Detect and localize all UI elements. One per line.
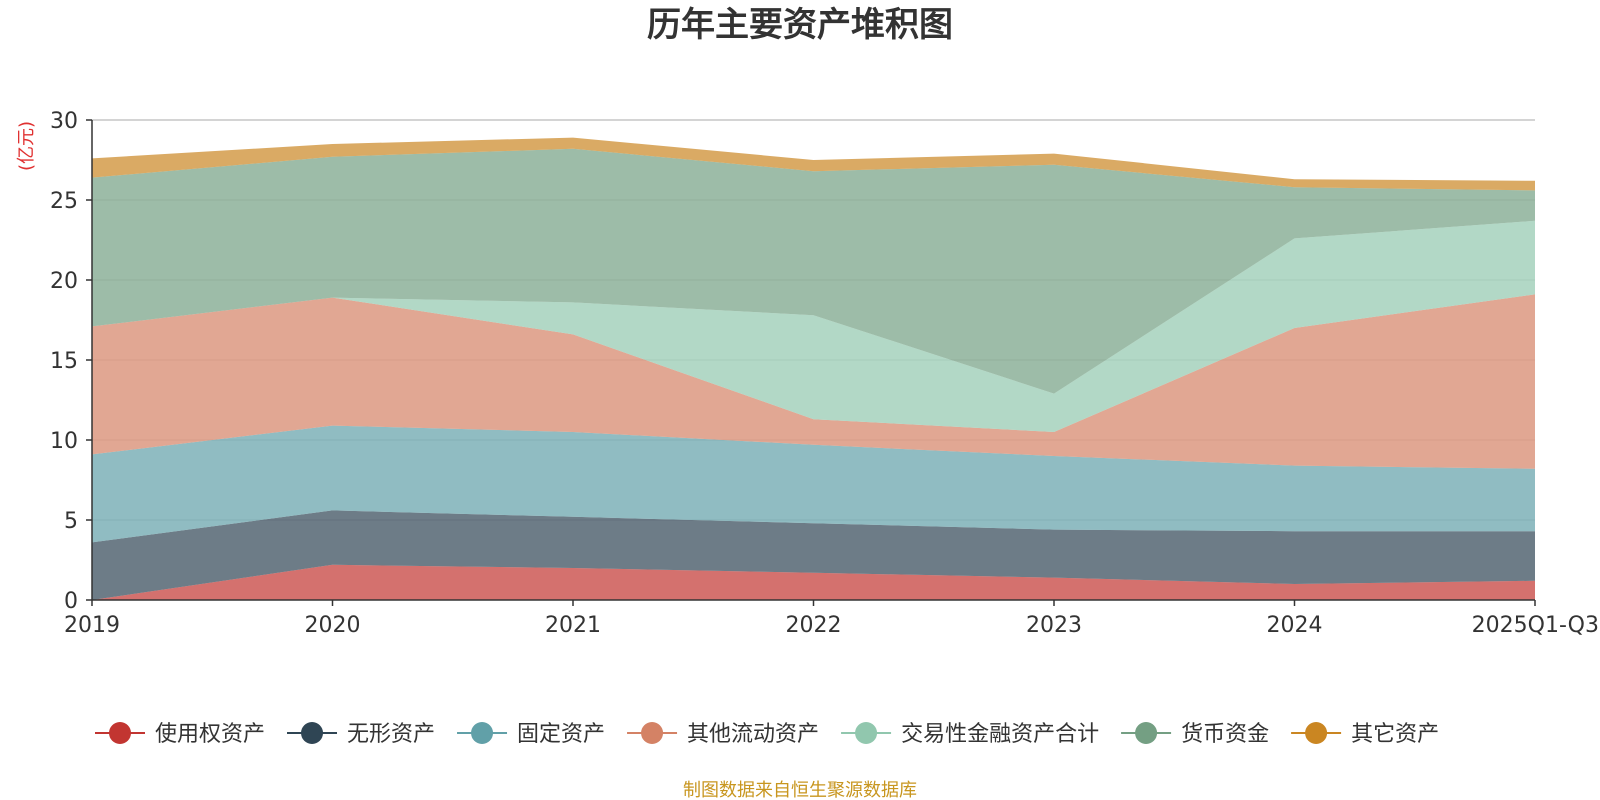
- area-series-1: [92, 564, 1535, 600]
- axes: 0 5 10 15 20 25 30 2019 2020 2021 2022 2023 2024 2025…: [50, 109, 1599, 638]
- x-tick-label: 2025Q1-Q3: [1472, 613, 1599, 638]
- x-tick-label: 2022: [786, 613, 842, 638]
- y-tick-label: 5: [64, 509, 78, 534]
- area-series: [92, 137, 1535, 600]
- legend-marker: [855, 722, 878, 744]
- area-series-7: [92, 137, 1535, 191]
- legend-label: 其他流动资产: [687, 722, 819, 747]
- legend-item-7[interactable]: 其它资产: [1291, 722, 1439, 747]
- area-series-5: [92, 220, 1535, 432]
- y-tick-label: 30: [50, 109, 78, 134]
- legend-label: 无形资产: [347, 722, 435, 747]
- legend-label: 其它资产: [1351, 722, 1439, 747]
- y-tick-label: 10: [50, 429, 78, 454]
- legend-label: 交易性金融资产合计: [901, 722, 1099, 747]
- legend-item-4[interactable]: 其他流动资产: [627, 722, 819, 747]
- legend-label: 使用权资产: [155, 722, 265, 747]
- x-tick-label: 2019: [64, 613, 120, 638]
- legend-item-2[interactable]: 无形资产: [287, 722, 435, 747]
- legend-marker: [641, 722, 664, 744]
- x-tick-label: 2021: [545, 613, 601, 638]
- y-tick-label: 25: [50, 189, 78, 214]
- legend: 使用权资产 无形资产 固定资产 其他流动资产 交易性金融资产合计 货币资金 其它资产: [95, 722, 1439, 747]
- legend-marker: [1305, 722, 1328, 744]
- legend-item-5[interactable]: 交易性金融资产合计: [841, 722, 1099, 747]
- y-tick-label: 0: [64, 589, 78, 614]
- legend-marker: [471, 722, 494, 744]
- y-tick-label: 15: [50, 349, 78, 374]
- legend-item-1[interactable]: 使用权资产: [95, 722, 265, 747]
- x-tick-label: 2024: [1267, 613, 1323, 638]
- area-series-2: [92, 510, 1535, 600]
- y-axis-label: (亿元): [16, 121, 37, 171]
- area-series-6: [92, 148, 1535, 394]
- area-series-3: [92, 425, 1535, 543]
- legend-marker: [1135, 722, 1158, 744]
- legend-marker: [109, 722, 131, 744]
- legend-item-3[interactable]: 固定资产: [457, 722, 605, 747]
- legend-label: 固定资产: [517, 722, 605, 747]
- x-tick-label: 2020: [305, 613, 361, 638]
- legend-label: 货币资金: [1181, 722, 1269, 747]
- legend-marker: [301, 722, 324, 744]
- x-tick-label: 2023: [1026, 613, 1082, 638]
- area-series-4: [92, 294, 1535, 469]
- data-source-note: 制图数据来自恒生聚源数据库: [683, 780, 917, 800]
- y-tick-label: 20: [50, 269, 78, 294]
- chart-title: 历年主要资产堆积图: [647, 5, 953, 45]
- legend-item-6[interactable]: 货币资金: [1121, 722, 1269, 747]
